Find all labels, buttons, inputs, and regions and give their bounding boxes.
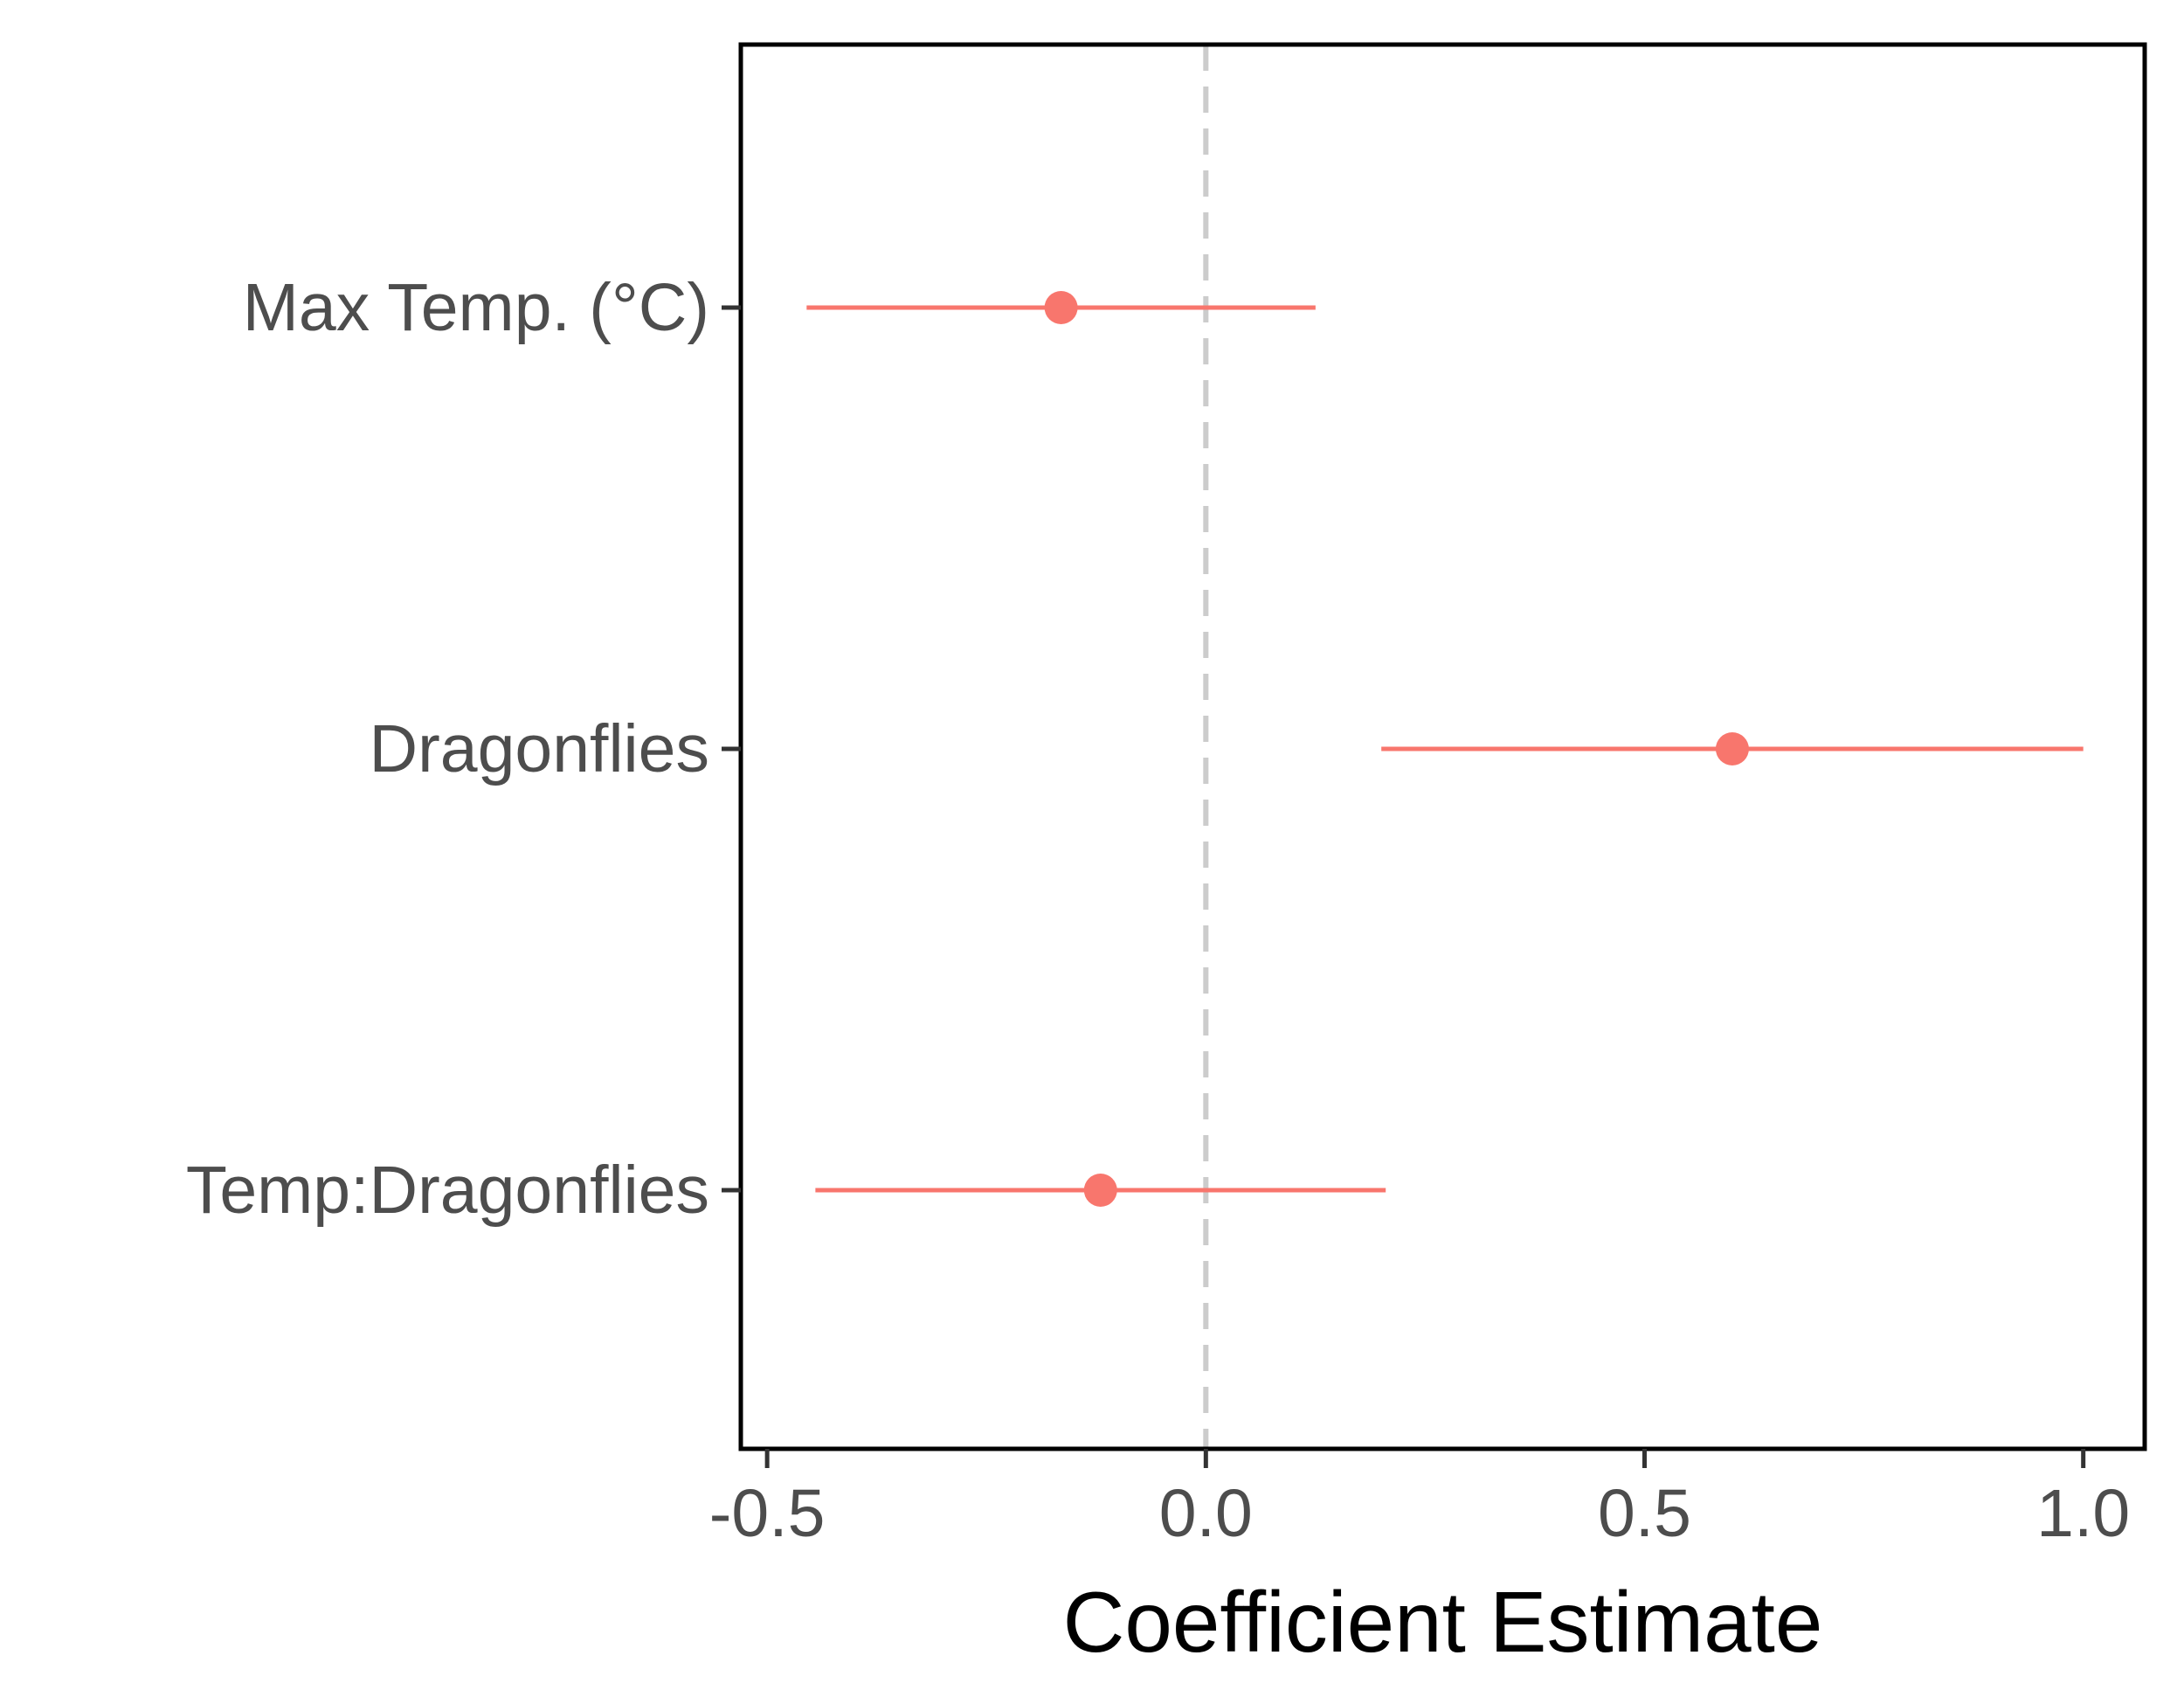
y-tick-label: Temp:Dragonflies: [186, 1153, 709, 1228]
x-axis-title: Coefficient Estimate: [1063, 1574, 1823, 1670]
x-tick-label: 1.0: [2036, 1476, 2130, 1551]
estimate-point: [1044, 291, 1078, 324]
x-tick-label: 0.0: [1159, 1476, 1253, 1551]
y-tick-label: Max Temp. (°C): [243, 270, 709, 345]
y-tick-label: Dragonflies: [370, 711, 709, 786]
x-tick-label: -0.5: [709, 1476, 826, 1551]
x-tick-label: 0.5: [1598, 1476, 1691, 1551]
estimate-point: [1083, 1174, 1117, 1207]
estimate-point: [1715, 732, 1749, 765]
